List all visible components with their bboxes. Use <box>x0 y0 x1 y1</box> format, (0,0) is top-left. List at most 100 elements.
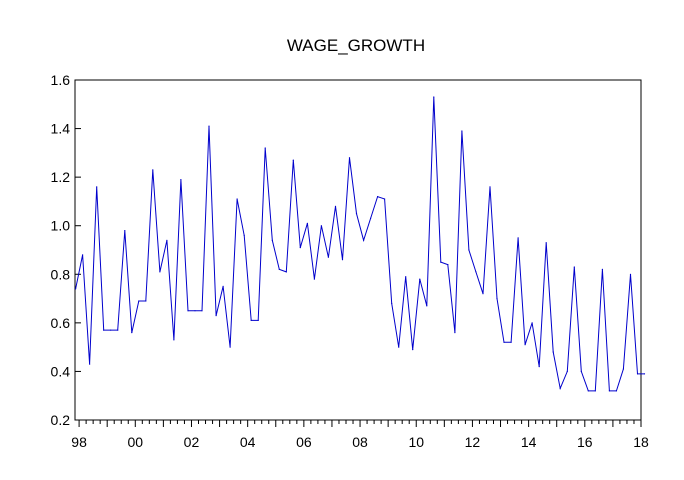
data-point <box>405 276 407 278</box>
x-tick-label: 04 <box>240 434 256 450</box>
data-point <box>573 266 575 268</box>
data-point <box>243 234 245 236</box>
data-point <box>454 332 456 334</box>
data-point <box>503 341 505 343</box>
data-point <box>538 366 540 368</box>
data-point <box>475 271 477 273</box>
data-point <box>117 329 119 331</box>
data-point <box>96 186 98 188</box>
data-point <box>264 147 266 149</box>
y-tick-label: 0.8 <box>51 266 71 282</box>
series-line <box>75 96 645 392</box>
y-tick-label: 1.0 <box>51 218 71 234</box>
x-tick-label: 08 <box>352 434 368 450</box>
data-point <box>285 271 287 273</box>
data-point <box>75 288 77 290</box>
data-point <box>236 198 238 200</box>
x-tick-label: 98 <box>71 434 87 450</box>
data-point <box>370 217 372 219</box>
data-point <box>461 130 463 132</box>
x-tick-label: 14 <box>521 434 537 450</box>
data-point <box>229 346 231 348</box>
data-point <box>482 293 484 295</box>
data-point <box>412 349 414 351</box>
y-tick-label: 0.6 <box>51 315 71 331</box>
data-point <box>489 186 491 188</box>
data-point <box>334 205 337 207</box>
x-axis: 98 00 02 04 06 08 10 12 14 16 18 <box>71 420 649 450</box>
data-point <box>194 310 196 312</box>
data-point <box>559 387 561 389</box>
data-point <box>433 96 435 98</box>
x-tick-label: 02 <box>184 434 200 450</box>
data-point <box>145 300 147 302</box>
data-point <box>510 341 512 343</box>
data-point <box>208 125 210 127</box>
data-point <box>615 390 618 392</box>
data-point <box>622 368 625 370</box>
data-point <box>517 237 519 239</box>
series-layer <box>75 96 646 392</box>
y-tick-label: 1.2 <box>51 169 71 185</box>
y-tick-label: 0.4 <box>51 363 71 379</box>
data-point <box>110 329 112 331</box>
data-point <box>594 390 596 392</box>
data-point <box>608 390 611 392</box>
data-point <box>426 305 428 307</box>
data-point <box>419 278 421 280</box>
data-point <box>447 264 449 266</box>
data-point <box>222 285 224 287</box>
chart-title: WAGE_GROWTH <box>287 36 425 55</box>
data-point <box>103 329 105 331</box>
data-point <box>320 225 322 227</box>
data-point <box>292 159 294 161</box>
data-point <box>531 322 533 324</box>
data-point <box>384 198 386 200</box>
data-point <box>636 373 639 375</box>
data-point <box>545 242 547 244</box>
data-point <box>187 310 189 312</box>
data-point <box>271 239 273 241</box>
data-point <box>348 157 351 159</box>
data-point <box>552 351 554 353</box>
data-point <box>355 213 358 215</box>
data-point <box>313 278 315 280</box>
data-point <box>138 300 140 302</box>
data-point <box>278 268 280 270</box>
y-tick-label: 1.6 <box>51 72 71 88</box>
data-point <box>601 268 604 270</box>
data-point <box>629 273 632 275</box>
data-point <box>299 247 301 249</box>
data-point <box>131 332 133 334</box>
data-point <box>391 302 393 304</box>
data-point <box>363 239 365 241</box>
x-tick-label: 00 <box>127 434 143 450</box>
data-point <box>173 339 175 341</box>
data-point <box>166 239 168 241</box>
data-point <box>377 196 379 198</box>
data-point <box>215 315 217 317</box>
data-point <box>643 373 646 375</box>
data-point <box>440 261 442 263</box>
data-point <box>257 319 259 321</box>
data-point <box>180 179 182 181</box>
data-point <box>566 370 568 372</box>
data-point <box>159 271 161 273</box>
x-tick-label: 12 <box>465 434 481 450</box>
data-point <box>89 363 91 365</box>
data-point <box>580 370 582 372</box>
data-point <box>341 259 344 261</box>
x-tick-label: 06 <box>296 434 312 450</box>
data-point <box>496 298 498 300</box>
y-tick-label: 0.2 <box>51 412 71 428</box>
data-point <box>398 346 400 348</box>
y-tick-label: 1.4 <box>51 121 71 137</box>
x-tick-label: 16 <box>577 434 593 450</box>
data-point <box>587 390 589 392</box>
data-point <box>82 254 84 256</box>
data-point <box>306 222 308 224</box>
data-point <box>124 230 126 232</box>
data-point <box>327 256 329 258</box>
x-tick-label: 18 <box>633 434 649 450</box>
